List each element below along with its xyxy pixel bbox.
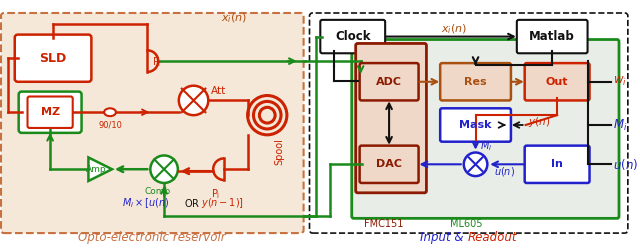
Text: $\mathrm{P_r}$: $\mathrm{P_r}$ [152,55,163,69]
FancyBboxPatch shape [310,13,628,233]
Ellipse shape [104,108,116,116]
Text: Comb: Comb [144,187,170,196]
Text: MZ: MZ [40,107,60,117]
FancyBboxPatch shape [440,108,511,142]
Text: $u(n)$: $u(n)$ [495,165,516,178]
FancyBboxPatch shape [15,34,92,82]
Text: Amp: Amp [86,165,107,174]
Circle shape [464,152,487,176]
Text: Opto-electronic reservoir: Opto-electronic reservoir [77,232,225,244]
FancyBboxPatch shape [360,63,419,100]
Polygon shape [88,158,112,181]
Text: $\mathrm{P_l}$: $\mathrm{P_l}$ [211,187,221,201]
Text: 90/10: 90/10 [98,120,122,130]
FancyBboxPatch shape [1,13,303,233]
Text: FMC151: FMC151 [364,219,403,229]
Text: Input &: Input & [420,232,468,244]
FancyBboxPatch shape [356,44,426,193]
Text: In: In [551,159,563,169]
Text: DAC: DAC [376,159,402,169]
Text: $w_i$: $w_i$ [613,75,627,88]
Text: Clock: Clock [335,30,371,43]
Circle shape [179,86,208,115]
FancyBboxPatch shape [320,20,385,53]
Text: $x_i(n)$: $x_i(n)$ [441,23,467,36]
Text: Out: Out [546,77,568,87]
FancyBboxPatch shape [28,96,73,128]
Text: $M_i\times[u(n)$: $M_i\times[u(n)$ [122,196,169,209]
Text: Spool: Spool [274,138,284,165]
FancyBboxPatch shape [525,63,589,100]
Text: ML605: ML605 [451,219,483,229]
Text: $y(n)$: $y(n)$ [529,115,550,129]
Text: $x_i(n)$: $x_i(n)$ [221,11,247,25]
Text: Att: Att [211,86,227,96]
Text: Matlab: Matlab [529,30,575,43]
FancyBboxPatch shape [525,146,589,183]
FancyBboxPatch shape [517,20,588,53]
Text: Res: Res [464,77,487,87]
Text: $M_i$: $M_i$ [481,139,493,152]
FancyBboxPatch shape [440,63,511,100]
FancyBboxPatch shape [360,146,419,183]
Text: $M_i$: $M_i$ [613,118,627,132]
Text: $y(n-1)]$: $y(n-1)]$ [200,196,244,209]
Text: $\mathrm{OR}$: $\mathrm{OR}$ [184,196,201,208]
Circle shape [150,156,178,183]
Text: SLD: SLD [40,52,67,65]
Text: Readout: Readout [468,232,517,244]
FancyBboxPatch shape [352,40,619,218]
Text: Mask: Mask [460,120,492,130]
FancyBboxPatch shape [19,92,81,133]
Text: $u(n)$: $u(n)$ [613,157,638,172]
Text: ADC: ADC [376,77,402,87]
